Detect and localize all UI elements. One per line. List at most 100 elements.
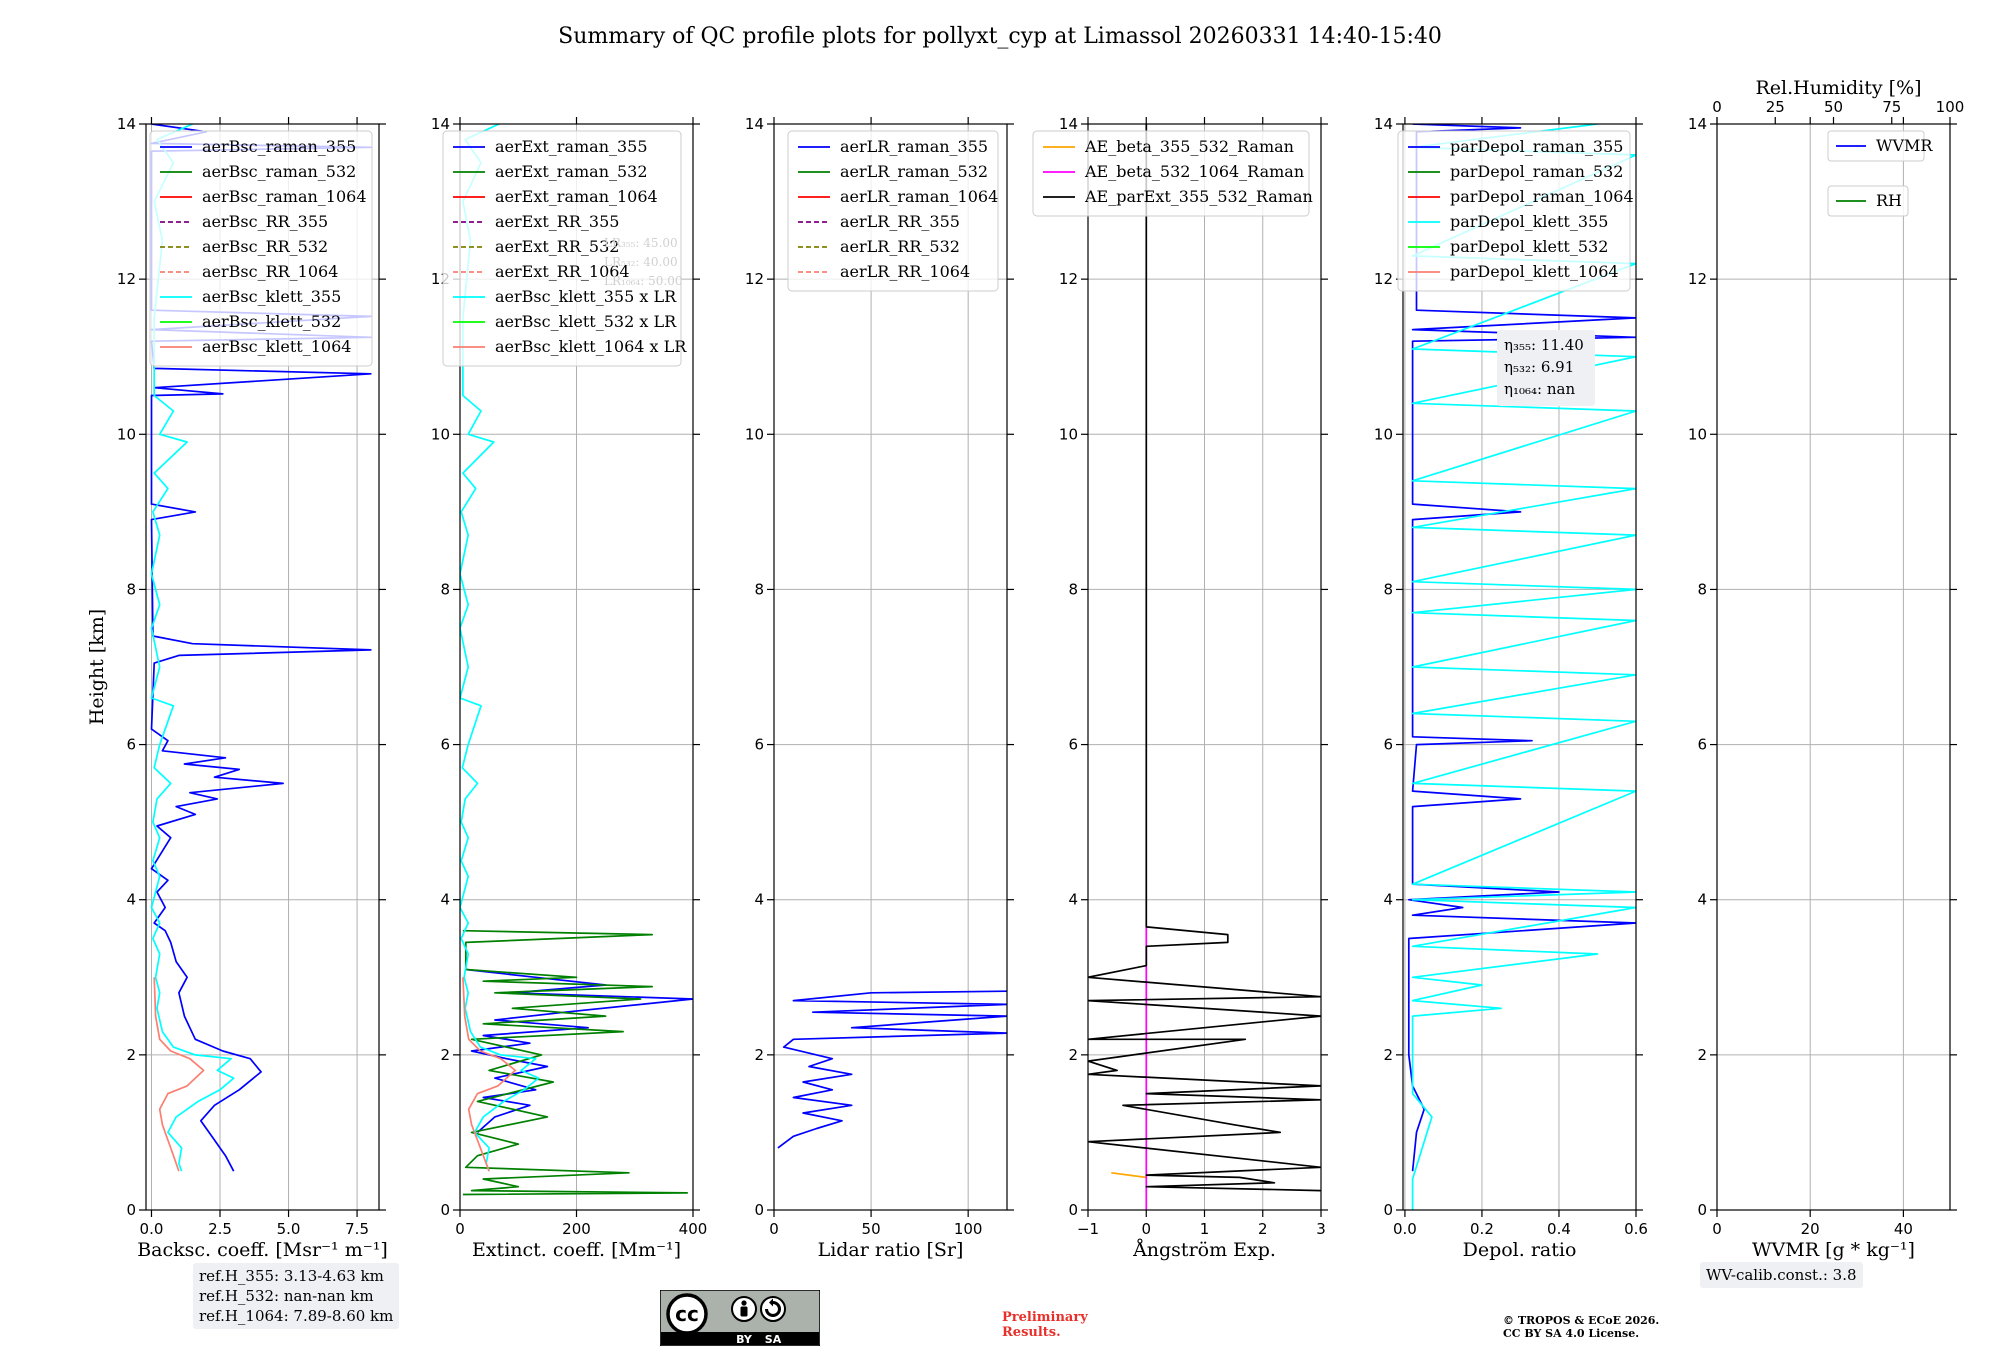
y-tick-label: 12 <box>1374 270 1393 288</box>
y-tick-label: 4 <box>1068 891 1078 909</box>
legend-label: aerBsc_klett_1064 <box>202 337 351 356</box>
top-x-tick-label: 75 <box>1882 98 1901 116</box>
x-tick-label: 2.5 <box>208 1220 232 1238</box>
series-line-AE_parExt_355_532_Raman <box>1088 124 1321 1192</box>
share-alike-icon <box>760 1296 786 1322</box>
y-tick-label: 4 <box>126 891 136 909</box>
eta-annotation: η₃₅₅: 11.40 <box>1504 336 1584 354</box>
legend-label: RH <box>1876 191 1902 210</box>
series-line-aerLR_raman_355 <box>777 990 1007 1149</box>
y-tick-label: 6 <box>1383 736 1393 754</box>
legend-label: parDepol_raman_355 <box>1450 137 1623 156</box>
y-tick-label: 6 <box>1068 736 1078 754</box>
x-tick-label: 0 <box>455 1220 465 1238</box>
x-tick-label: 2 <box>1258 1220 1268 1238</box>
legend-label: aerExt_RR_532 <box>495 237 619 256</box>
legend-box <box>787 130 999 292</box>
svg-text:SA: SA <box>765 1333 782 1346</box>
wv-calibration-box: WV-calib.const.: 3.8 <box>1700 1262 1863 1288</box>
y-tick-label: 12 <box>117 270 136 288</box>
x-tick-label: 1 <box>1200 1220 1210 1238</box>
legend-label: aerBsc_raman_532 <box>202 162 356 181</box>
series-group <box>1088 124 1321 1210</box>
legend-label: aerBsc_klett_532 x LR <box>495 312 677 331</box>
legend-label: aerLR_raman_532 <box>840 162 988 181</box>
y-tick-label: 10 <box>1688 425 1707 443</box>
legend-label: parDepol_raman_1064 <box>1450 187 1634 206</box>
legend-label: AE_beta_355_532_Raman <box>1084 137 1294 156</box>
series-line-aerBsc_klett_1064 <box>153 977 205 1172</box>
x-axis-label: Lidar ratio [Sr] <box>818 1239 964 1261</box>
copyright-notice: © TROPOS & ECoE 2026. CC BY SA 4.0 Licen… <box>1503 1314 1660 1340</box>
legend-label: aerLR_RR_532 <box>840 237 960 256</box>
cc-icon <box>666 1293 708 1335</box>
y-tick-label: 6 <box>126 736 136 754</box>
preliminary-results-note: Preliminary Results. <box>1002 1310 1088 1340</box>
axes-frame <box>1716 123 1951 1211</box>
axes-frame <box>145 123 380 1211</box>
y-tick-label: 0 <box>754 1201 764 1219</box>
legend-label: AE_parExt_355_532_Raman <box>1084 187 1313 206</box>
x-tick-label: 0.0 <box>1393 1220 1417 1238</box>
x-tick-label: 3 <box>1316 1220 1326 1238</box>
x-tick-label: 0 <box>1712 1220 1722 1238</box>
legend-label: aerExt_raman_532 <box>495 162 648 181</box>
y-tick-label: 8 <box>126 580 136 598</box>
x-tick-label: 100 <box>954 1220 983 1238</box>
y-tick-label: 4 <box>754 891 764 909</box>
y-tick-label: 14 <box>117 115 136 133</box>
legend-label: aerBsc_klett_1064 x LR <box>495 337 687 356</box>
y-tick-label: 2 <box>1068 1046 1078 1064</box>
x-axis-label: Backsc. coeff. [Msr⁻¹ m⁻¹] <box>137 1239 388 1261</box>
y-tick-label: 8 <box>1383 580 1393 598</box>
series-line-AE_beta_355_532_Raman <box>1111 1171 1147 1179</box>
series-line-parDepol_raman_355 <box>1407 124 1636 1172</box>
x-tick-label: 5.0 <box>277 1220 301 1238</box>
top-x-tick-label: 25 <box>1766 98 1785 116</box>
y-tick-label: 8 <box>754 580 764 598</box>
legend: WVMR RH <box>1827 130 1933 217</box>
y-tick-label: 10 <box>1374 425 1393 443</box>
y-tick-label: 0 <box>440 1201 450 1219</box>
lr-annotation: LR₁₀₆₄: 50.00 <box>604 274 682 288</box>
legend-label: parDepol_raman_532 <box>1450 162 1623 181</box>
x-tick-label: 0 <box>769 1220 779 1238</box>
legend-label: parDepol_klett_355 <box>1450 212 1608 231</box>
legend-box <box>1032 130 1310 217</box>
y-tick-label: 2 <box>1697 1046 1707 1064</box>
y-tick-label: 0 <box>1383 1201 1393 1219</box>
legend: aerBsc_raman_355 aerBsc_raman_532 aerBsc_r… <box>149 130 373 367</box>
y-tick-label: 4 <box>440 891 450 909</box>
y-tick-label: 10 <box>431 425 450 443</box>
ref-height-532: ref.H_532: nan-nan km <box>199 1287 374 1305</box>
svg-text:BY: BY <box>736 1333 753 1346</box>
ref-height-355: ref.H_355: 3.13-4.63 km <box>199 1267 384 1285</box>
ref-height-1064: ref.H_1064: 7.89-8.60 km <box>199 1307 394 1325</box>
x-tick-label: 0.4 <box>1547 1220 1571 1238</box>
series-line-aerBsc_klett_355 x LR <box>460 124 540 1172</box>
series-line-aerBsc_klett_1064 x LR <box>462 977 517 1172</box>
y-tick-label: 2 <box>440 1046 450 1064</box>
y-tick-label: 2 <box>1383 1046 1393 1064</box>
legend-label: WVMR <box>1876 136 1933 155</box>
eta-annotation-box <box>1497 330 1595 406</box>
legend-label: aerBsc_RR_355 <box>202 212 328 231</box>
legend-label: aerExt_raman_1064 <box>495 187 658 206</box>
legend-label: aerExt_RR_1064 <box>495 262 630 281</box>
y-tick-label: 8 <box>1697 580 1707 598</box>
series-group <box>777 990 1007 1149</box>
y-tick-label: 8 <box>1068 580 1078 598</box>
series-line-aerExt_raman_355 <box>465 968 693 1134</box>
legend-label: aerLR_RR_1064 <box>840 262 970 281</box>
top-x-axis-label: Rel.Humidity [%] <box>1755 77 1921 99</box>
svg-text:cc: cc <box>675 1302 699 1326</box>
legend-label: aerExt_raman_355 <box>495 137 648 156</box>
legend: AE_beta_355_532_Raman AE_beta_532_1064_Ra… <box>1032 130 1313 217</box>
legend-label: parDepol_klett_532 <box>1450 237 1608 256</box>
series-group <box>1407 124 1636 1210</box>
